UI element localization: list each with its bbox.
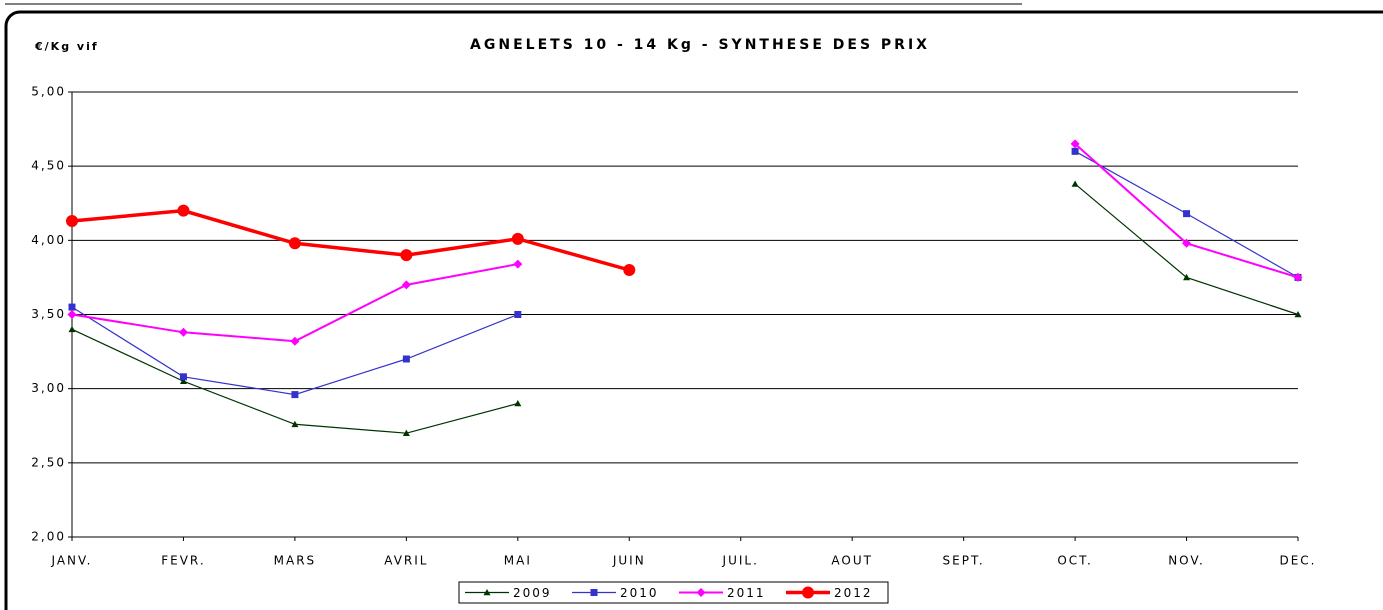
- marker: [400, 249, 413, 262]
- y-axis-label: €/Kg vif: [34, 40, 99, 53]
- y-tick-label: 5,00: [31, 85, 66, 99]
- marker: [514, 311, 522, 318]
- x-tick-label: JANV.: [51, 554, 93, 568]
- marker: [68, 303, 76, 311]
- y-tick-label: 2,50: [31, 455, 66, 469]
- x-tick-label: AOUT: [831, 554, 873, 568]
- x-tick-label: FEVR.: [161, 554, 205, 568]
- marker: [291, 420, 299, 428]
- y-tick-label: 2,00: [31, 530, 66, 544]
- marker: [1183, 210, 1191, 218]
- x-tick-label: SEPT.: [943, 554, 985, 568]
- marker: [623, 264, 636, 276]
- legend-marker: [696, 588, 706, 597]
- marker: [402, 355, 410, 363]
- marker: [1071, 180, 1079, 187]
- marker: [177, 204, 190, 217]
- legend-label: 2011: [727, 586, 766, 600]
- marker: [66, 215, 78, 228]
- marker: [178, 327, 188, 337]
- x-tick-label: NOV.: [1168, 554, 1205, 568]
- marker: [402, 429, 410, 436]
- marker: [67, 310, 77, 319]
- marker: [288, 237, 301, 250]
- marker: [1182, 238, 1192, 248]
- marker: [1070, 139, 1080, 149]
- legend-marker: [590, 589, 598, 596]
- series-line: [71, 150, 1299, 396]
- y-tick-label: 3,00: [31, 381, 66, 395]
- marker: [291, 391, 299, 399]
- y-tick-label: 4,50: [31, 159, 66, 173]
- x-tick-label: JUIN: [612, 554, 646, 568]
- x-tick-label: OCT.: [1057, 554, 1093, 568]
- x-tick-label: DEC.: [1279, 554, 1316, 568]
- marker: [290, 336, 300, 346]
- marker: [1071, 147, 1079, 155]
- marker: [513, 259, 523, 269]
- marker: [401, 280, 411, 290]
- chart-title: AGNELETS 10 - 14 Kg - SYNTHESE DES PRIX: [470, 37, 930, 53]
- marker: [1294, 311, 1302, 318]
- legend-label: 2010: [620, 586, 659, 600]
- legend-label: 2012: [834, 586, 873, 600]
- marker: [511, 232, 524, 245]
- y-tick-label: 3,50: [31, 307, 66, 321]
- x-tick-label: MAI: [504, 554, 532, 568]
- legend-marker: [483, 589, 491, 596]
- marker: [68, 325, 76, 333]
- frame: [4, 10, 1383, 610]
- x-tick-label: AVRIL: [384, 554, 428, 568]
- x-tick-label: MARS: [274, 554, 317, 568]
- legend-box: [458, 581, 889, 604]
- legend-marker: [802, 586, 814, 599]
- marker: [1293, 272, 1303, 282]
- series-line: [71, 208, 630, 272]
- legend-label: 2009: [513, 586, 552, 600]
- x-tick-label: JUIL.: [722, 554, 759, 568]
- marker: [179, 373, 187, 381]
- marker: [514, 400, 522, 407]
- marker: [1183, 273, 1191, 281]
- series-line: [71, 183, 1299, 434]
- marker: [179, 377, 187, 385]
- y-tick-label: 4,00: [31, 233, 66, 247]
